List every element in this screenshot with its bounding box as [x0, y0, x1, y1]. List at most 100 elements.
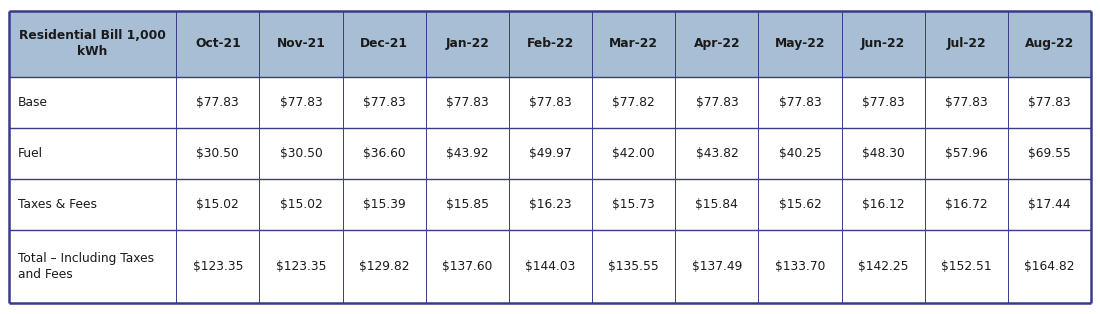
Bar	[925, 11, 1008, 77]
Text: $17.44: $17.44	[1028, 198, 1071, 211]
Bar	[9, 179, 176, 230]
Text: $15.39: $15.39	[363, 198, 406, 211]
Text: $77.83: $77.83	[1028, 96, 1071, 109]
Bar	[342, 77, 426, 128]
Text: $16.23: $16.23	[529, 198, 572, 211]
Bar	[260, 230, 342, 303]
Text: Taxes & Fees: Taxes & Fees	[18, 198, 97, 211]
Text: $69.55: $69.55	[1028, 147, 1071, 160]
Bar	[260, 179, 342, 230]
Bar	[925, 128, 1008, 179]
Bar	[260, 77, 342, 128]
Text: $16.72: $16.72	[945, 198, 988, 211]
Bar	[842, 230, 925, 303]
Bar	[759, 128, 842, 179]
Text: $77.83: $77.83	[695, 96, 738, 109]
Text: $49.97: $49.97	[529, 147, 572, 160]
Text: Apr-22: Apr-22	[694, 37, 740, 50]
Bar	[759, 11, 842, 77]
Bar	[842, 128, 925, 179]
Text: $123.35: $123.35	[192, 260, 243, 273]
Text: Aug-22: Aug-22	[1025, 37, 1075, 50]
Bar	[675, 11, 759, 77]
Bar	[176, 77, 260, 128]
Text: Feb-22: Feb-22	[527, 37, 574, 50]
Text: $152.51: $152.51	[942, 260, 992, 273]
Text: $144.03: $144.03	[526, 260, 575, 273]
Bar	[176, 11, 260, 77]
Text: $16.12: $16.12	[862, 198, 904, 211]
Text: $135.55: $135.55	[608, 260, 659, 273]
Bar	[260, 128, 342, 179]
Text: Fuel: Fuel	[18, 147, 43, 160]
Text: $77.83: $77.83	[945, 96, 988, 109]
Text: Base: Base	[18, 96, 47, 109]
Text: $15.84: $15.84	[695, 198, 738, 211]
Bar	[342, 230, 426, 303]
Bar	[342, 11, 426, 77]
Text: $42.00: $42.00	[613, 147, 654, 160]
Bar	[426, 77, 509, 128]
Bar	[1008, 128, 1091, 179]
Bar	[1008, 77, 1091, 128]
Text: May-22: May-22	[774, 37, 825, 50]
Bar	[592, 128, 675, 179]
Bar	[342, 179, 426, 230]
Bar	[509, 230, 592, 303]
Bar	[842, 179, 925, 230]
Text: Residential Bill 1,000
kWh: Residential Bill 1,000 kWh	[19, 29, 166, 58]
Bar	[1008, 179, 1091, 230]
Bar	[675, 179, 759, 230]
Text: $142.25: $142.25	[858, 260, 909, 273]
Text: Nov-21: Nov-21	[276, 37, 326, 50]
Bar	[675, 128, 759, 179]
Bar	[1008, 11, 1091, 77]
Bar	[509, 11, 592, 77]
Bar	[9, 11, 176, 77]
Text: $30.50: $30.50	[279, 147, 322, 160]
Bar	[342, 128, 426, 179]
Text: $77.83: $77.83	[197, 96, 239, 109]
Bar	[9, 77, 176, 128]
Text: $15.73: $15.73	[613, 198, 656, 211]
Text: $77.83: $77.83	[779, 96, 822, 109]
Bar	[260, 11, 342, 77]
Bar	[925, 230, 1008, 303]
Text: Oct-21: Oct-21	[195, 37, 241, 50]
Bar	[592, 179, 675, 230]
Text: $123.35: $123.35	[276, 260, 327, 273]
Bar	[176, 128, 260, 179]
Text: $137.49: $137.49	[692, 260, 742, 273]
Text: $57.96: $57.96	[945, 147, 988, 160]
Text: $133.70: $133.70	[774, 260, 825, 273]
Text: $43.92: $43.92	[446, 147, 488, 160]
Bar	[925, 77, 1008, 128]
Bar	[9, 128, 176, 179]
Bar	[842, 77, 925, 128]
Text: $164.82: $164.82	[1024, 260, 1075, 273]
Bar	[842, 11, 925, 77]
Text: $48.30: $48.30	[862, 147, 904, 160]
Bar	[1008, 230, 1091, 303]
Text: $36.60: $36.60	[363, 147, 406, 160]
Text: $129.82: $129.82	[359, 260, 409, 273]
Text: Dec-21: Dec-21	[360, 37, 408, 50]
Text: $40.25: $40.25	[779, 147, 822, 160]
Text: Jan-22: Jan-22	[446, 37, 490, 50]
Bar	[759, 77, 842, 128]
Bar	[426, 128, 509, 179]
Bar	[176, 230, 260, 303]
Text: $15.85: $15.85	[446, 198, 488, 211]
Text: $30.50: $30.50	[197, 147, 239, 160]
Text: $15.02: $15.02	[279, 198, 322, 211]
Bar	[592, 11, 675, 77]
Bar	[176, 179, 260, 230]
Text: $43.82: $43.82	[695, 147, 738, 160]
Bar	[759, 230, 842, 303]
Text: Mar-22: Mar-22	[609, 37, 658, 50]
Bar	[759, 179, 842, 230]
Bar	[426, 179, 509, 230]
Bar	[592, 230, 675, 303]
Bar	[592, 77, 675, 128]
Bar	[509, 128, 592, 179]
